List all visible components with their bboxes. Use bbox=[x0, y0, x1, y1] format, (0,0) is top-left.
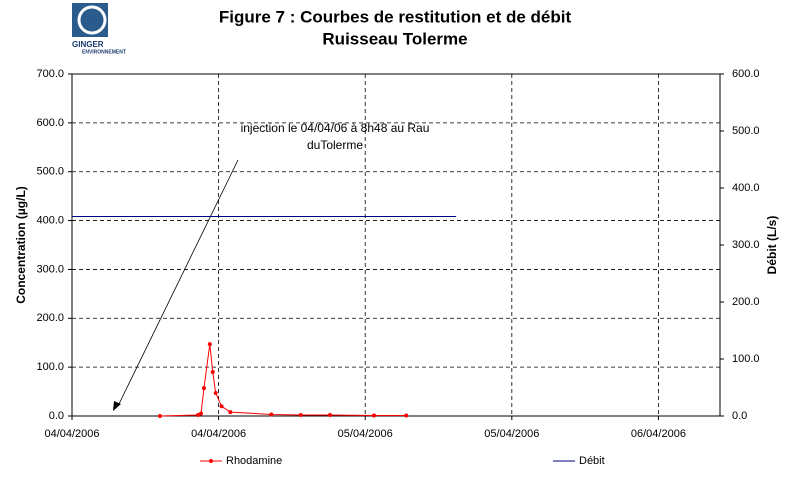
y2-tick-label: 300.0 bbox=[732, 239, 760, 251]
series-marker bbox=[210, 370, 215, 375]
y-tick-label: 400.0 bbox=[36, 214, 64, 226]
legend-label: Rhodamine bbox=[226, 455, 282, 467]
x-tick-label: 04/04/2006 bbox=[191, 428, 246, 440]
series-marker bbox=[298, 413, 303, 418]
y-tick-label: 600.0 bbox=[36, 117, 64, 129]
series-marker bbox=[404, 413, 409, 418]
y2-tick-label: 100.0 bbox=[732, 353, 760, 365]
y2-tick-label: 0.0 bbox=[732, 410, 747, 422]
logo-subtitle: ENVIRONNEMENT bbox=[82, 49, 126, 55]
series-marker bbox=[269, 412, 274, 417]
y2-tick-label: 400.0 bbox=[732, 182, 760, 194]
legend-marker bbox=[209, 459, 213, 463]
series-marker bbox=[199, 411, 204, 416]
x-tick-label: 06/04/2006 bbox=[631, 428, 686, 440]
y-tick-label: 100.0 bbox=[36, 361, 64, 373]
y-tick-label: 200.0 bbox=[36, 312, 64, 324]
logo: GINGER ENVIRONNEMENT bbox=[72, 3, 126, 55]
x-tick-label: 04/04/2006 bbox=[44, 428, 99, 440]
y2-tick-label: 600.0 bbox=[732, 68, 760, 80]
y2-tick-label: 200.0 bbox=[732, 296, 760, 308]
chart-title: Figure 7 : Courbes de restitution et de … bbox=[219, 7, 572, 26]
y2-tick-label: 500.0 bbox=[732, 125, 760, 137]
x-tick-label: 05/04/2006 bbox=[484, 428, 539, 440]
annotation: injection le 04/04/06 à 8h48 au Rau bbox=[241, 121, 430, 135]
y-tick-label: 300.0 bbox=[36, 263, 64, 275]
series-marker bbox=[207, 342, 212, 347]
series-marker bbox=[213, 391, 218, 396]
arrow-head bbox=[113, 401, 121, 411]
legend-label: Débit bbox=[579, 455, 605, 467]
series-marker bbox=[201, 386, 206, 391]
logo-name: GINGER bbox=[72, 40, 104, 49]
annotation-arrow bbox=[117, 159, 239, 407]
x-tick-label: 05/04/2006 bbox=[338, 428, 393, 440]
y-tick-label: 500.0 bbox=[36, 166, 64, 178]
series-marker bbox=[157, 414, 162, 418]
series-marker bbox=[372, 413, 377, 418]
series-marker bbox=[219, 404, 224, 409]
y-tick-label: 700.0 bbox=[36, 68, 64, 80]
y2-axis-title: Débit (L/s) bbox=[765, 216, 779, 275]
annotation: duTolerme bbox=[307, 138, 363, 152]
series-line bbox=[159, 344, 407, 417]
y-tick-label: 0.0 bbox=[49, 410, 64, 422]
logo-ring bbox=[77, 5, 107, 35]
series-marker bbox=[328, 413, 333, 418]
series-marker bbox=[228, 410, 233, 415]
chart-title: Ruisseau Tolerme bbox=[322, 29, 467, 48]
y-axis-title: Concentration (µg/L) bbox=[14, 186, 28, 304]
